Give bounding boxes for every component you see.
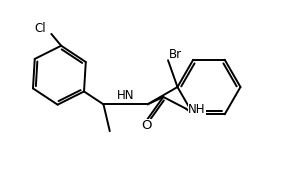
Text: Br: Br: [169, 48, 182, 61]
Text: HN: HN: [117, 89, 134, 102]
Text: NH: NH: [188, 103, 206, 116]
Text: Cl: Cl: [35, 23, 46, 36]
Text: O: O: [141, 119, 152, 132]
